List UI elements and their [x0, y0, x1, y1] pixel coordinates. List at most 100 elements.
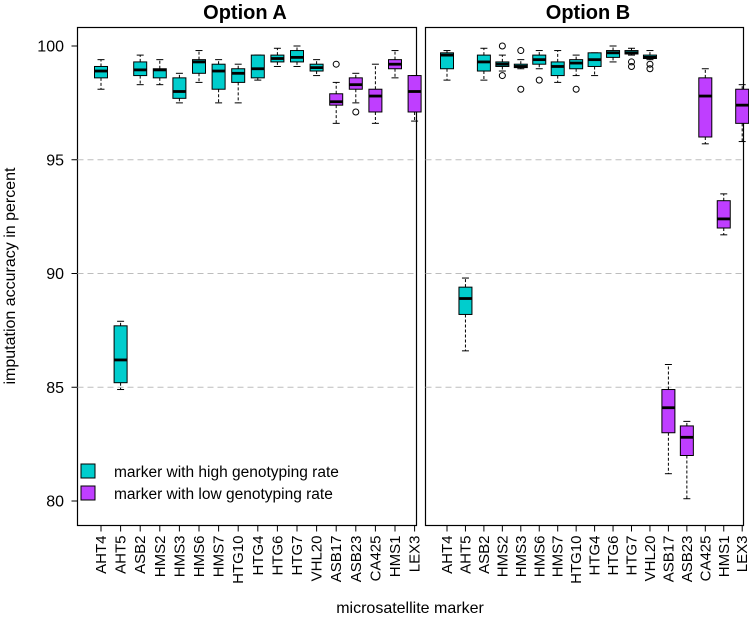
- box-iqr: [440, 52, 454, 70]
- x-tick-label: HMS1: [716, 536, 733, 578]
- x-tick-label: AHT4: [93, 536, 110, 574]
- x-tick-label: HTG10: [568, 536, 585, 584]
- x-tick-label: HMS6: [191, 536, 208, 578]
- box-iqr: [550, 61, 565, 77]
- x-tick-label: VHL20: [309, 536, 326, 582]
- outlier-point: [628, 58, 635, 66]
- panel-a-frame: [76, 26, 418, 527]
- box-ca425: [368, 63, 383, 124]
- x-tick-label: ASB17: [660, 536, 677, 583]
- x-tick-label: HMS6: [531, 536, 548, 578]
- box-iqr: [113, 325, 128, 384]
- box-iqr: [231, 68, 246, 83]
- outlier-point: [352, 108, 360, 116]
- x-tick-label: HTG6: [269, 536, 286, 576]
- x-tick-label: HTG10: [230, 536, 247, 584]
- y-tick-label: 90: [46, 266, 64, 283]
- x-tick-label: AHT5: [457, 536, 474, 574]
- y-tick-label: 100: [37, 39, 64, 56]
- box-iqr: [329, 93, 344, 106]
- x-tick-label: HMS3: [513, 536, 530, 578]
- x-tick-label: HTG7: [289, 536, 306, 576]
- boxes: [94, 42, 749, 500]
- box-iqr: [407, 75, 422, 113]
- outlier-point: [498, 72, 506, 80]
- box-hms1: [388, 50, 402, 79]
- y-axis-label: imputation accuracy in percent: [2, 167, 19, 385]
- x-tick-label: HMS3: [171, 536, 188, 578]
- box-lex3: [407, 75, 422, 122]
- panel-a-title: Option A: [203, 2, 287, 24]
- box-hms6: [532, 50, 547, 84]
- legend-swatch-low: [80, 485, 96, 501]
- x-tick-label: CA425: [367, 536, 384, 582]
- box-hms7: [550, 50, 565, 83]
- box-hms2: [152, 59, 167, 86]
- box-iqr: [698, 77, 713, 138]
- box-htg6: [270, 47, 285, 67]
- box-asb17: [329, 60, 344, 124]
- x-tick-label: ASB23: [679, 536, 696, 583]
- outlier-point: [517, 85, 525, 93]
- box-iqr: [368, 88, 383, 113]
- x-tick-label: AHT5: [113, 536, 130, 574]
- x-tick-label: VHL20: [642, 536, 659, 582]
- x-tick-label: ASB23: [348, 536, 365, 583]
- box-hms6: [192, 50, 206, 83]
- y-tick-label: 95: [46, 152, 64, 169]
- x-tick-labels: AHT4 AHT5 ASB2 HMS2 HMS3 HMS6 HMS7 HTG10 HTG4 HTG…: [93, 525, 749, 584]
- box-hms2: [495, 42, 510, 80]
- x-tick-label: HMS2: [494, 536, 511, 578]
- box-asb2: [133, 54, 148, 86]
- outlier-point: [628, 62, 635, 70]
- box-iqr: [661, 389, 676, 434]
- outlier-point: [572, 85, 580, 93]
- box-hms3: [172, 72, 187, 104]
- x-tick-label: AHT4: [439, 536, 456, 574]
- x-tick-label: HTG4: [587, 536, 604, 576]
- box-aht4: [440, 50, 454, 81]
- legend: marker with high genotyping rate marker …: [80, 463, 339, 503]
- outlier-point: [646, 65, 654, 73]
- box-iqr: [211, 63, 226, 90]
- outlier-point: [332, 60, 340, 68]
- outlier-point: [498, 42, 506, 50]
- y-axis: 80 85 90 95 100: [37, 39, 78, 511]
- box-ca425: [698, 68, 713, 145]
- x-tick-label: HMS1: [387, 536, 404, 578]
- box-aht5: [458, 277, 473, 352]
- box-htg10: [231, 63, 246, 104]
- gridlines: [77, 159, 744, 388]
- outlier-point: [535, 76, 543, 84]
- box-htg7: [290, 45, 304, 67]
- panel-b-frame: [424, 26, 745, 527]
- box-htg7: [624, 47, 639, 70]
- x-tick-label: ASB17: [328, 536, 345, 583]
- x-tick-label: HMS2: [152, 536, 169, 578]
- box-iqr: [250, 54, 265, 79]
- x-tick-label: ASB2: [132, 536, 149, 574]
- legend-label-low: marker with low genotyping rate: [114, 486, 333, 503]
- y-tick-label: 80: [46, 494, 64, 511]
- box-vhl20: [642, 50, 657, 73]
- x-axis-label: microsatellite marker: [336, 600, 484, 617]
- outlier-point: [517, 47, 525, 55]
- x-tick-label: HTG7: [624, 536, 641, 576]
- box-iqr: [679, 425, 694, 456]
- box-iqr: [716, 200, 731, 229]
- x-tick-label: HMS7: [211, 536, 228, 578]
- box-asb23: [679, 420, 694, 500]
- box-hms1: [716, 193, 731, 236]
- box-hms7: [211, 59, 226, 104]
- box-htg6: [606, 45, 621, 63]
- x-tick-label: HTG6: [605, 536, 622, 576]
- x-tick-label: HMS7: [550, 536, 567, 578]
- box-htg4: [250, 54, 265, 81]
- x-tick-label: LEX3: [734, 536, 749, 573]
- box-asb2: [476, 47, 491, 81]
- x-tick-label: ASB2: [476, 536, 493, 574]
- box-asb17: [661, 364, 676, 475]
- box-aht4: [94, 59, 108, 90]
- box-asb23: [348, 72, 363, 116]
